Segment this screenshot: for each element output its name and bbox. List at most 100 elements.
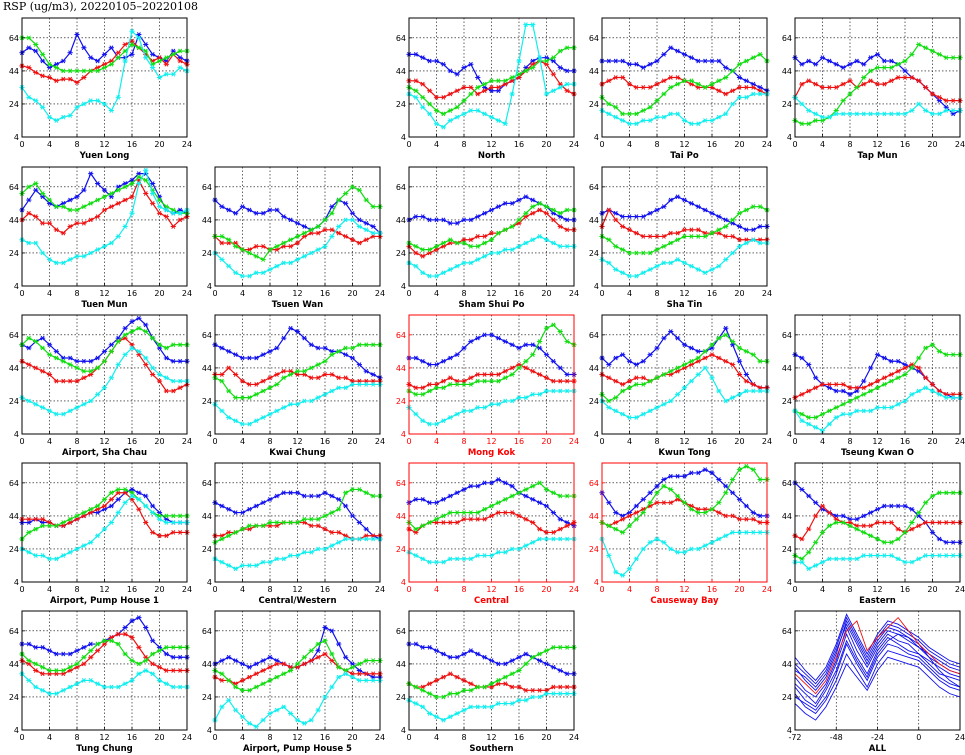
- panel-label: Sham Shui Po: [459, 300, 525, 310]
- x-tick-label: 20: [347, 585, 357, 594]
- data-point: [177, 513, 183, 519]
- data-point: [950, 520, 956, 525]
- data-point: [363, 678, 369, 683]
- panel-label: Eastern: [859, 596, 896, 606]
- data-point: [647, 104, 653, 110]
- data-point: [661, 78, 667, 84]
- data-point: [840, 556, 846, 562]
- y-tick-label: 4: [787, 133, 792, 142]
- data-point: [67, 257, 73, 262]
- data-point: [95, 181, 101, 186]
- data-point: [702, 58, 708, 64]
- x-tick-label: 20: [154, 437, 164, 446]
- data-point: [461, 98, 467, 104]
- data-point: [122, 42, 128, 47]
- x-tick-label: 4: [434, 289, 439, 298]
- data-point: [916, 42, 922, 47]
- panel-label: Tap Mun: [857, 151, 897, 161]
- data-point: [654, 114, 660, 120]
- data-point: [633, 61, 639, 67]
- data-point: [475, 75, 481, 80]
- data-point: [557, 85, 563, 90]
- x-tick-label: 8: [267, 289, 272, 298]
- x-tick-label: 4: [627, 437, 632, 446]
- data-point: [750, 91, 756, 97]
- data-point: [447, 220, 453, 226]
- data-point: [440, 520, 446, 525]
- data-point: [177, 668, 183, 673]
- data-point: [799, 81, 805, 87]
- data-point: [108, 45, 114, 51]
- x-tick-label: 8: [847, 437, 852, 446]
- data-point: [53, 227, 59, 233]
- x-tick-label: -72: [788, 733, 801, 742]
- x-tick-label: 12: [486, 140, 496, 149]
- data-point: [881, 58, 887, 64]
- x-tick-label: 4: [240, 733, 245, 742]
- data-point: [219, 234, 225, 239]
- data-point: [129, 181, 135, 186]
- data-point: [53, 260, 59, 266]
- data-point: [695, 81, 701, 87]
- data-point: [495, 118, 501, 123]
- data-point: [723, 75, 729, 80]
- data-point: [363, 227, 369, 233]
- data-point: [136, 644, 142, 650]
- data-point: [626, 61, 633, 67]
- data-point: [239, 273, 246, 279]
- x-tick-label: 24: [182, 140, 192, 149]
- data-point: [108, 61, 114, 67]
- x-tick-label: 24: [955, 140, 965, 149]
- data-point: [916, 78, 922, 84]
- data-point: [723, 91, 729, 97]
- data-point: [150, 181, 156, 186]
- data-point: [833, 556, 839, 562]
- data-point: [88, 200, 94, 206]
- data-point: [847, 556, 853, 562]
- x-tick-label: 24: [569, 585, 579, 594]
- x-tick-label: 24: [375, 733, 385, 742]
- data-point: [267, 207, 273, 213]
- data-point: [440, 61, 446, 67]
- x-tick-label: 4: [627, 289, 632, 298]
- panel-label: ALL: [869, 744, 887, 754]
- y-tick-label: 4: [594, 578, 599, 587]
- data-point: [81, 101, 87, 107]
- y-tick-label: 64: [9, 183, 19, 192]
- panel-label: Central/Western: [258, 596, 336, 606]
- data-point: [308, 227, 314, 233]
- data-point: [60, 260, 66, 266]
- x-tick-label: 24: [569, 289, 579, 298]
- data-point: [301, 230, 307, 236]
- data-point: [640, 108, 646, 113]
- data-point: [881, 111, 887, 117]
- data-point: [60, 230, 66, 236]
- data-point: [613, 114, 619, 120]
- y-tick-label: 44: [396, 364, 406, 373]
- data-point: [475, 214, 481, 219]
- data-point: [564, 388, 570, 394]
- y-tick-label: 44: [782, 67, 792, 76]
- x-tick-label: 4: [627, 140, 632, 149]
- data-point: [67, 378, 73, 384]
- x-tick-label: 4: [47, 585, 52, 594]
- data-point: [136, 181, 142, 186]
- data-point: [163, 61, 169, 67]
- x-tick-label: 20: [734, 437, 744, 446]
- x-tick-label: 4: [240, 585, 245, 594]
- data-point: [115, 94, 121, 100]
- data-point: [33, 98, 39, 104]
- data-point: [420, 81, 426, 87]
- data-point: [150, 200, 156, 206]
- data-point: [488, 78, 495, 84]
- x-tick-label: 12: [872, 437, 882, 446]
- data-point: [356, 217, 362, 223]
- y-tick-label: 24: [589, 545, 599, 554]
- data-point: [723, 490, 729, 496]
- data-point: [468, 237, 474, 243]
- y-tick-label: 4: [14, 578, 19, 587]
- x-tick-label: 24: [182, 437, 192, 446]
- x-tick-label: 16: [707, 437, 717, 446]
